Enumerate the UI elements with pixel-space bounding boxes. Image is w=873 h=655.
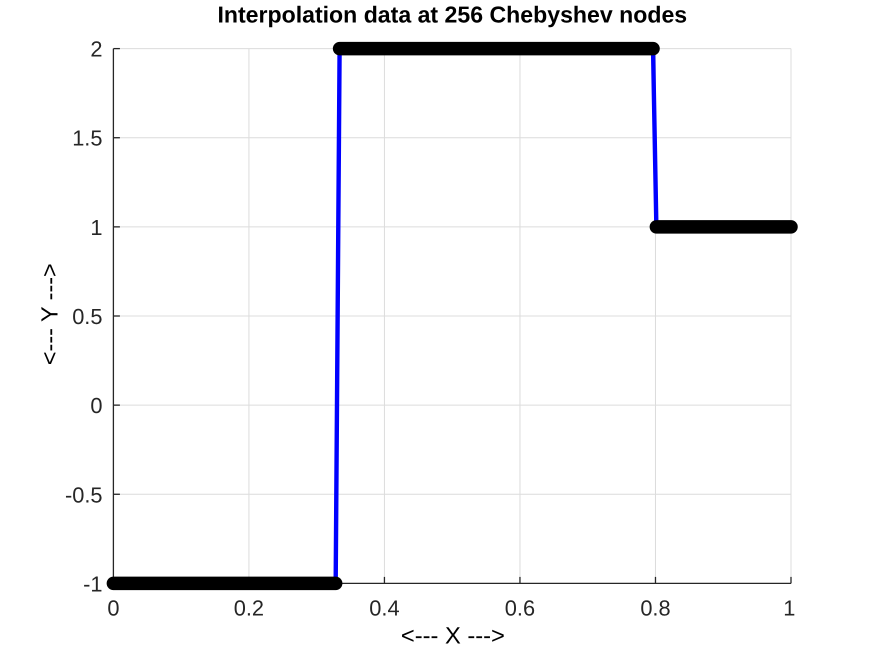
svg-text:-1: -1 (83, 571, 102, 596)
svg-text:0.2: 0.2 (234, 595, 264, 620)
svg-text:-0.5: -0.5 (65, 482, 103, 507)
svg-text:<--- Y --->: <--- Y ---> (37, 263, 63, 365)
svg-text:0.6: 0.6 (505, 595, 535, 620)
svg-text:2: 2 (90, 37, 102, 62)
svg-text:1: 1 (90, 215, 102, 240)
svg-text:1: 1 (783, 595, 795, 620)
svg-text:Interpolation data at 256 Cheb: Interpolation data at 256 Chebyshev node… (217, 2, 687, 28)
svg-text:0.8: 0.8 (640, 595, 670, 620)
svg-text:<--- X --->: <--- X ---> (401, 624, 505, 650)
svg-text:1.5: 1.5 (72, 126, 102, 151)
svg-text:0.5: 0.5 (72, 304, 102, 329)
svg-text:0.4: 0.4 (369, 595, 399, 620)
svg-text:0: 0 (90, 393, 102, 418)
svg-text:0: 0 (107, 595, 119, 620)
